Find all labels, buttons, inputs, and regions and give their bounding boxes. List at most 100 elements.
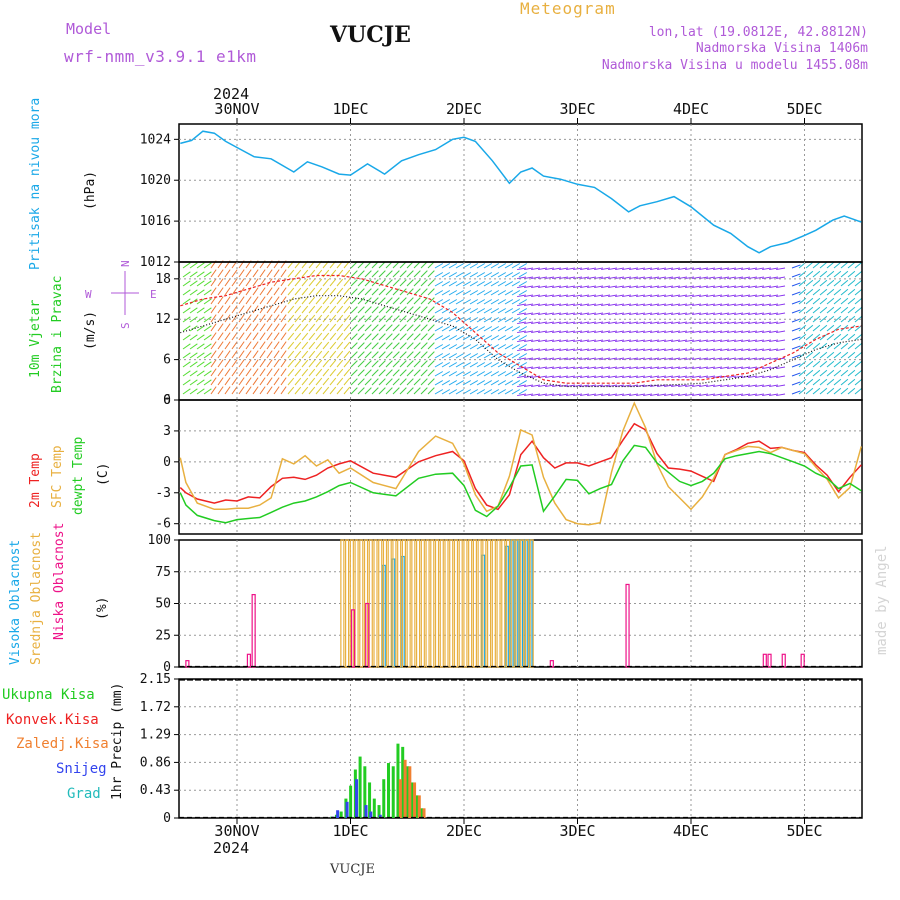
wind-arrow xyxy=(217,278,224,287)
wind-arrow xyxy=(329,368,337,377)
wind-arrow xyxy=(203,343,212,350)
wind-arrow xyxy=(483,308,493,314)
model-name: wrf-nmm_v3.9.1 e1km xyxy=(64,47,257,66)
wind-arrow xyxy=(224,314,231,323)
wind-arrow xyxy=(741,384,751,388)
wind-arrow xyxy=(308,305,316,314)
wind-arrow xyxy=(748,303,758,307)
wind-arrow xyxy=(776,303,786,307)
wind-arrow xyxy=(364,378,372,386)
year-label-top: 2024 xyxy=(213,85,250,103)
wind-arrow xyxy=(350,288,358,296)
wind-arrow xyxy=(559,339,569,343)
wind-arrow xyxy=(692,393,702,397)
wind-arrow xyxy=(741,357,751,361)
wind-arrow xyxy=(791,300,801,305)
compass-south-label: S xyxy=(119,322,132,329)
wind-arrow xyxy=(476,353,486,359)
wind-arrow xyxy=(518,290,528,296)
wind-arrow xyxy=(692,384,702,388)
wind-arrow xyxy=(371,360,379,368)
wind-arrow xyxy=(336,368,344,377)
cloud-bar-srednja-oblacnost xyxy=(345,539,350,668)
wind-arrow xyxy=(643,330,653,334)
wind-arrow xyxy=(259,269,266,278)
cloud-bar-srednja-oblacnost xyxy=(392,539,397,668)
day-label-bottom: 4DEC xyxy=(673,822,709,840)
wind-arrow xyxy=(469,317,479,323)
wind-arrow xyxy=(490,290,500,296)
wind-arrow xyxy=(364,297,372,305)
wind-arrow xyxy=(245,278,252,287)
wind-arrow xyxy=(762,303,772,307)
wind-arrow xyxy=(566,330,576,334)
precip-bar-snijeg xyxy=(378,814,382,818)
wind-arrow xyxy=(469,281,479,287)
wind-arrow xyxy=(231,359,238,368)
wind-arrow xyxy=(329,296,337,305)
wind-arrow xyxy=(413,270,421,278)
wind-arrow xyxy=(657,366,667,370)
wind-arrow xyxy=(217,368,224,377)
wind-arrow xyxy=(329,278,337,287)
wind-arrow xyxy=(650,375,660,379)
wind-arrow xyxy=(476,389,486,395)
wind-arrow xyxy=(791,390,801,395)
wind-arrow xyxy=(203,280,212,287)
wind-arrow xyxy=(587,276,597,280)
wind-arrow xyxy=(748,339,758,343)
wind-arrow xyxy=(819,369,828,377)
wind-arrow xyxy=(833,387,842,395)
wind-arrow xyxy=(580,312,590,316)
wind-arrow xyxy=(273,341,280,350)
wind-arrow xyxy=(224,332,231,341)
wind-arrow xyxy=(294,287,302,296)
wind-arrow xyxy=(608,348,618,352)
wind-arrow xyxy=(504,281,514,287)
wind-arrow xyxy=(448,317,458,323)
wind-arrow xyxy=(819,306,828,314)
wind-arrow xyxy=(329,287,337,296)
wind-arrow xyxy=(826,333,835,341)
wind-arrow xyxy=(840,279,849,287)
wind-arrow xyxy=(364,351,372,359)
wind-arrow xyxy=(826,324,835,332)
wind-arrow xyxy=(448,299,458,305)
wind-arrow xyxy=(608,267,618,271)
model-elevation-label: Nadmorska Visina u modelu 1455.08m xyxy=(601,58,868,73)
wind-arrow xyxy=(252,287,259,296)
wind-arrow xyxy=(713,303,723,307)
wind-arrow xyxy=(259,377,266,386)
wind-arrow xyxy=(217,386,224,395)
wind-arrow xyxy=(280,368,287,377)
wind-arrow xyxy=(476,308,486,314)
wind-arrow xyxy=(287,287,295,296)
wind-arrow xyxy=(364,360,372,368)
y-tick-label: 1012 xyxy=(140,255,171,270)
wind-arrow xyxy=(399,369,407,377)
wind-arrow xyxy=(741,285,751,289)
wind-arrow xyxy=(287,368,295,377)
wind-arrow xyxy=(392,324,400,332)
wind-arrow xyxy=(252,314,259,323)
precip-bar-ukupna-kisa xyxy=(396,743,400,818)
wind-arrow xyxy=(385,378,393,386)
wind-arrow xyxy=(413,324,421,332)
wind-arrow xyxy=(615,366,625,370)
wind-arrow xyxy=(301,368,309,377)
wind-arrow xyxy=(322,341,330,350)
wind-arrow xyxy=(364,279,372,287)
wind-arrow xyxy=(769,348,779,352)
wind-arrow xyxy=(182,343,191,350)
wind-arrow xyxy=(798,387,807,395)
cloud-bar-srednja-oblacnost xyxy=(415,539,421,668)
wind-arrow xyxy=(734,294,744,298)
wind-arrow xyxy=(259,287,266,296)
wind-arrow xyxy=(294,386,302,395)
wind-arrow xyxy=(231,323,238,332)
wind-arrow xyxy=(805,288,814,296)
wind-arrow xyxy=(776,366,786,370)
cloud-bar-srednja-oblacnost xyxy=(491,539,496,668)
wind-arrow xyxy=(833,261,842,269)
cloud-bar-niska-oblacnost xyxy=(767,653,772,668)
